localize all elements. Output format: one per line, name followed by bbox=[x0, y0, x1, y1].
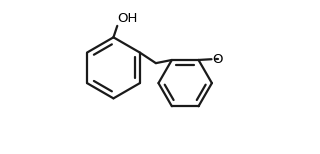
Text: OH: OH bbox=[118, 12, 138, 25]
Text: O: O bbox=[212, 53, 223, 66]
